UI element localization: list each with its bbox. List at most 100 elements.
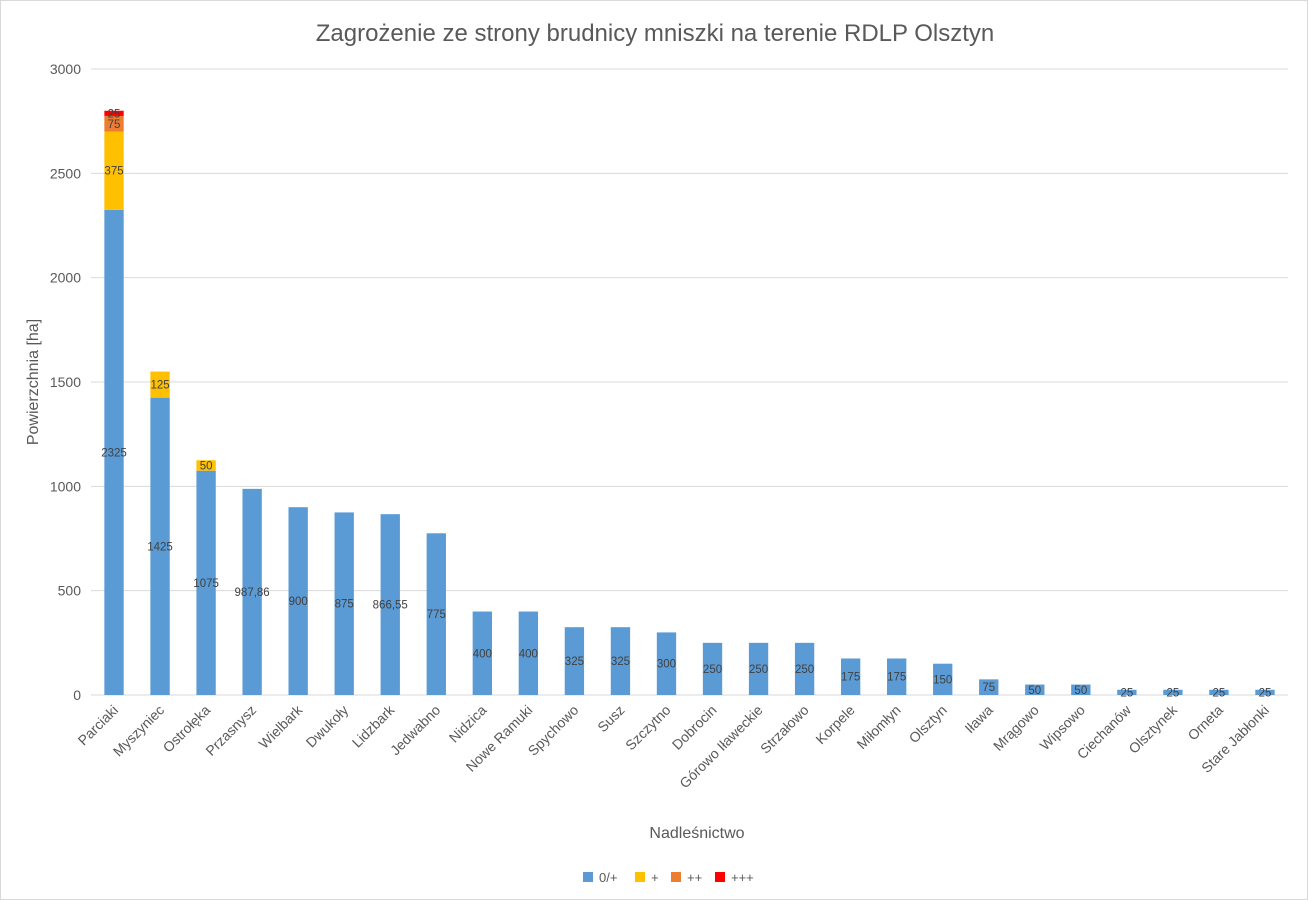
data-label: 75 xyxy=(982,682,995,694)
x-category-label: Parciaki xyxy=(75,702,122,749)
bar-segment xyxy=(1025,684,1045,695)
data-label: 175 xyxy=(887,672,906,684)
bar-segment xyxy=(748,642,769,695)
x-axis-categories: ParciakiMyszyniecOstrołękaPrzasnyszWielb… xyxy=(75,701,1272,791)
bar-segment xyxy=(518,611,539,695)
bars xyxy=(104,110,1275,695)
bar-segment xyxy=(1163,689,1183,695)
data-label: 400 xyxy=(519,648,538,660)
bar-segment xyxy=(1117,689,1137,695)
y-tick-label: 1000 xyxy=(50,478,81,494)
bar-segment xyxy=(334,512,354,695)
data-label: 987,86 xyxy=(235,587,270,599)
bar-segment xyxy=(104,209,124,695)
x-category-label: Dwukoły xyxy=(303,702,352,751)
data-label: 900 xyxy=(289,596,308,608)
bar-segment xyxy=(242,488,262,695)
bar-segment xyxy=(840,658,861,695)
x-category-label: Orneta xyxy=(1184,702,1226,744)
data-label: 175 xyxy=(841,672,860,684)
legend-swatch xyxy=(635,872,645,882)
x-category-label: Olsztynek xyxy=(1125,701,1180,756)
x-category-label: Nidzica xyxy=(446,702,490,746)
data-label: 250 xyxy=(749,664,768,676)
bar-segment xyxy=(196,460,216,471)
bar-segment xyxy=(104,131,124,210)
data-label: 300 xyxy=(657,659,676,671)
x-category-label: Przasnysz xyxy=(202,702,259,759)
legend-label: +++ xyxy=(731,870,754,885)
y-tick-label: 500 xyxy=(58,583,82,599)
y-tick-label: 0 xyxy=(73,687,81,703)
x-category-label: Miłomłyn xyxy=(853,702,903,752)
y-axis-ticks: 0 500 1000 1500 2000 2500 3000 xyxy=(50,61,81,703)
bar-segment xyxy=(794,642,815,695)
data-label: 25 xyxy=(1167,687,1180,699)
data-label: 1425 xyxy=(147,541,173,553)
data-label: 375 xyxy=(104,166,123,178)
bar-segment xyxy=(702,642,723,695)
x-category-label: Korpele xyxy=(812,702,858,748)
bar-segment xyxy=(150,371,170,398)
data-label: 75 xyxy=(108,119,121,131)
y-tick-label: 3000 xyxy=(50,61,81,77)
bar-segment xyxy=(1255,689,1275,695)
bar-segment xyxy=(196,470,216,695)
bar-segment xyxy=(564,627,585,695)
data-label: 50 xyxy=(1028,685,1041,697)
x-category-label: Iława xyxy=(961,702,996,737)
legend-label: + xyxy=(651,870,659,885)
y-tick-label: 1500 xyxy=(50,374,81,390)
chart-title: Zagrożenie ze strony brudnicy mniszki na… xyxy=(316,20,995,47)
bar-segment xyxy=(150,397,170,695)
legend-label: ++ xyxy=(687,870,702,885)
y-axis-title: Powierzchnia [ha] xyxy=(25,319,42,445)
bar-segment xyxy=(104,115,124,132)
bar-segment xyxy=(472,611,492,695)
legend-swatch xyxy=(671,872,681,882)
bar-segment xyxy=(656,632,677,695)
x-category-label: Wielbark xyxy=(255,701,306,752)
data-label: 2325 xyxy=(101,447,127,459)
data-label: 325 xyxy=(611,656,630,668)
data-label: 250 xyxy=(703,664,722,676)
x-category-label: Strzałowo xyxy=(757,702,812,757)
bar-segment xyxy=(933,663,953,695)
legend-swatch xyxy=(715,872,725,882)
data-label: 25 xyxy=(1120,687,1133,699)
bar-segment xyxy=(610,627,631,695)
data-label: 25 xyxy=(1213,687,1226,699)
data-label: 400 xyxy=(473,648,492,660)
data-label: 325 xyxy=(565,656,584,668)
x-category-label: Jedwabno xyxy=(387,702,444,759)
bar-segment xyxy=(104,110,124,116)
x-category-label: Susz xyxy=(594,702,627,735)
data-label: 50 xyxy=(1074,685,1087,697)
x-category-label: Olsztyn xyxy=(906,702,950,746)
gridlines xyxy=(91,68,1288,696)
data-label: 875 xyxy=(335,599,354,611)
data-label: 1075 xyxy=(193,578,219,590)
x-category-label: Mrągowo xyxy=(990,702,1042,754)
data-label: 125 xyxy=(150,380,169,392)
bar-segment xyxy=(288,507,308,695)
y-tick-label: 2000 xyxy=(50,270,81,286)
data-label: 25 xyxy=(108,108,121,120)
data-label: 250 xyxy=(795,664,814,676)
bar-segment xyxy=(979,679,999,695)
y-tick-label: 2500 xyxy=(50,165,81,181)
data-label: 866,55 xyxy=(373,600,408,612)
legend-label: 0/+ xyxy=(599,870,617,885)
data-label: 150 xyxy=(933,674,952,686)
bar-segment xyxy=(426,533,446,695)
x-category-label: Górowo Iławeckie xyxy=(676,702,766,792)
bar-segment xyxy=(1209,689,1229,695)
x-axis-title: Nadleśnictwo xyxy=(649,825,744,842)
legend-swatch xyxy=(583,872,593,882)
x-category-label: Szczytno xyxy=(622,702,674,754)
data-label: 775 xyxy=(427,609,446,621)
bar-segment xyxy=(380,514,400,695)
